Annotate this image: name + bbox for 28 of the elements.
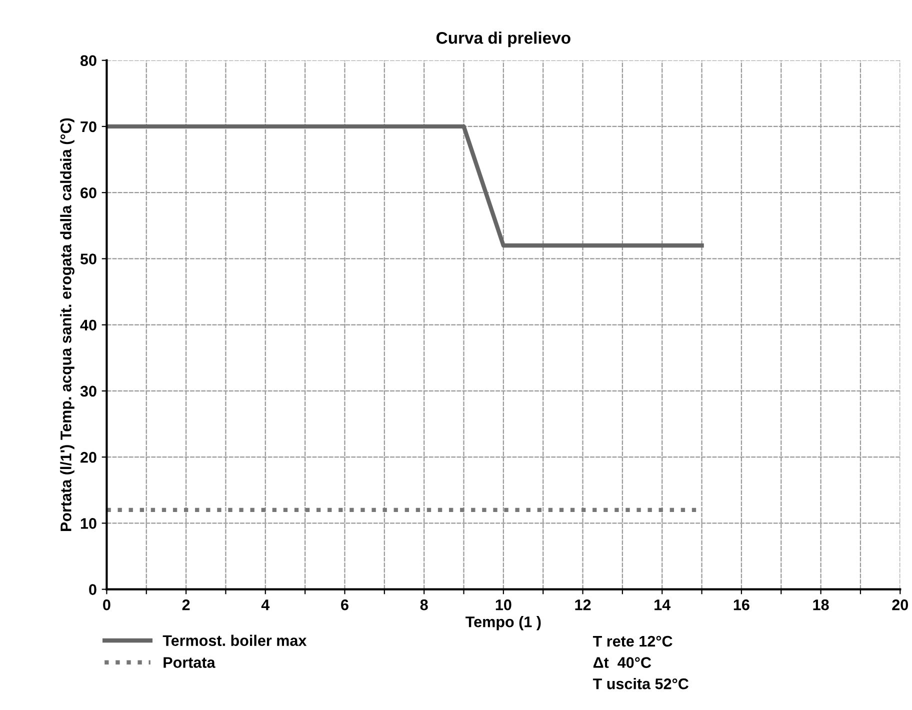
x-tick-label: 14	[654, 600, 671, 610]
x-tick-label: 18	[813, 599, 829, 610]
y-tick-label: 50	[80, 254, 96, 264]
text: Δt 40°C	[593, 657, 652, 668]
x-axis-title: Tempo (1 )	[466, 616, 541, 630]
legend-label: Portata	[164, 657, 216, 668]
chart-title: Curva di prelievo	[436, 32, 570, 48]
y-tick-label: 60	[80, 187, 96, 198]
y-tick-label: 80	[80, 55, 96, 66]
x-tick-label: 2	[182, 599, 190, 610]
x-tick-label: 8	[420, 599, 428, 610]
y-tick-label: 10	[80, 518, 96, 529]
text: T rete 12°C	[592, 636, 672, 647]
x-tick-label: 12	[575, 599, 591, 610]
x-tick-label: 16	[734, 599, 750, 610]
y-tick-label: 30	[80, 386, 96, 397]
x-tick-label: 6	[341, 599, 348, 610]
y-tick-label: 70	[80, 121, 96, 132]
y-tick-label: 40	[80, 320, 96, 331]
y-tick-label: 20	[80, 452, 96, 463]
x-tick-label: 4	[261, 600, 270, 610]
x-tick-label: 10	[496, 599, 512, 610]
x-tick-label: 0	[103, 599, 110, 610]
legend-label: Termost. boiler max	[162, 634, 307, 646]
x-tick-label: 20	[892, 599, 908, 610]
text: T uscita 52°C	[592, 678, 688, 690]
y-axis-title: Portata (l/1') Temp. acqua sanit. erogata dalla caldaia (°C)	[60, 118, 74, 532]
y-tick-label: 0	[89, 584, 96, 595]
